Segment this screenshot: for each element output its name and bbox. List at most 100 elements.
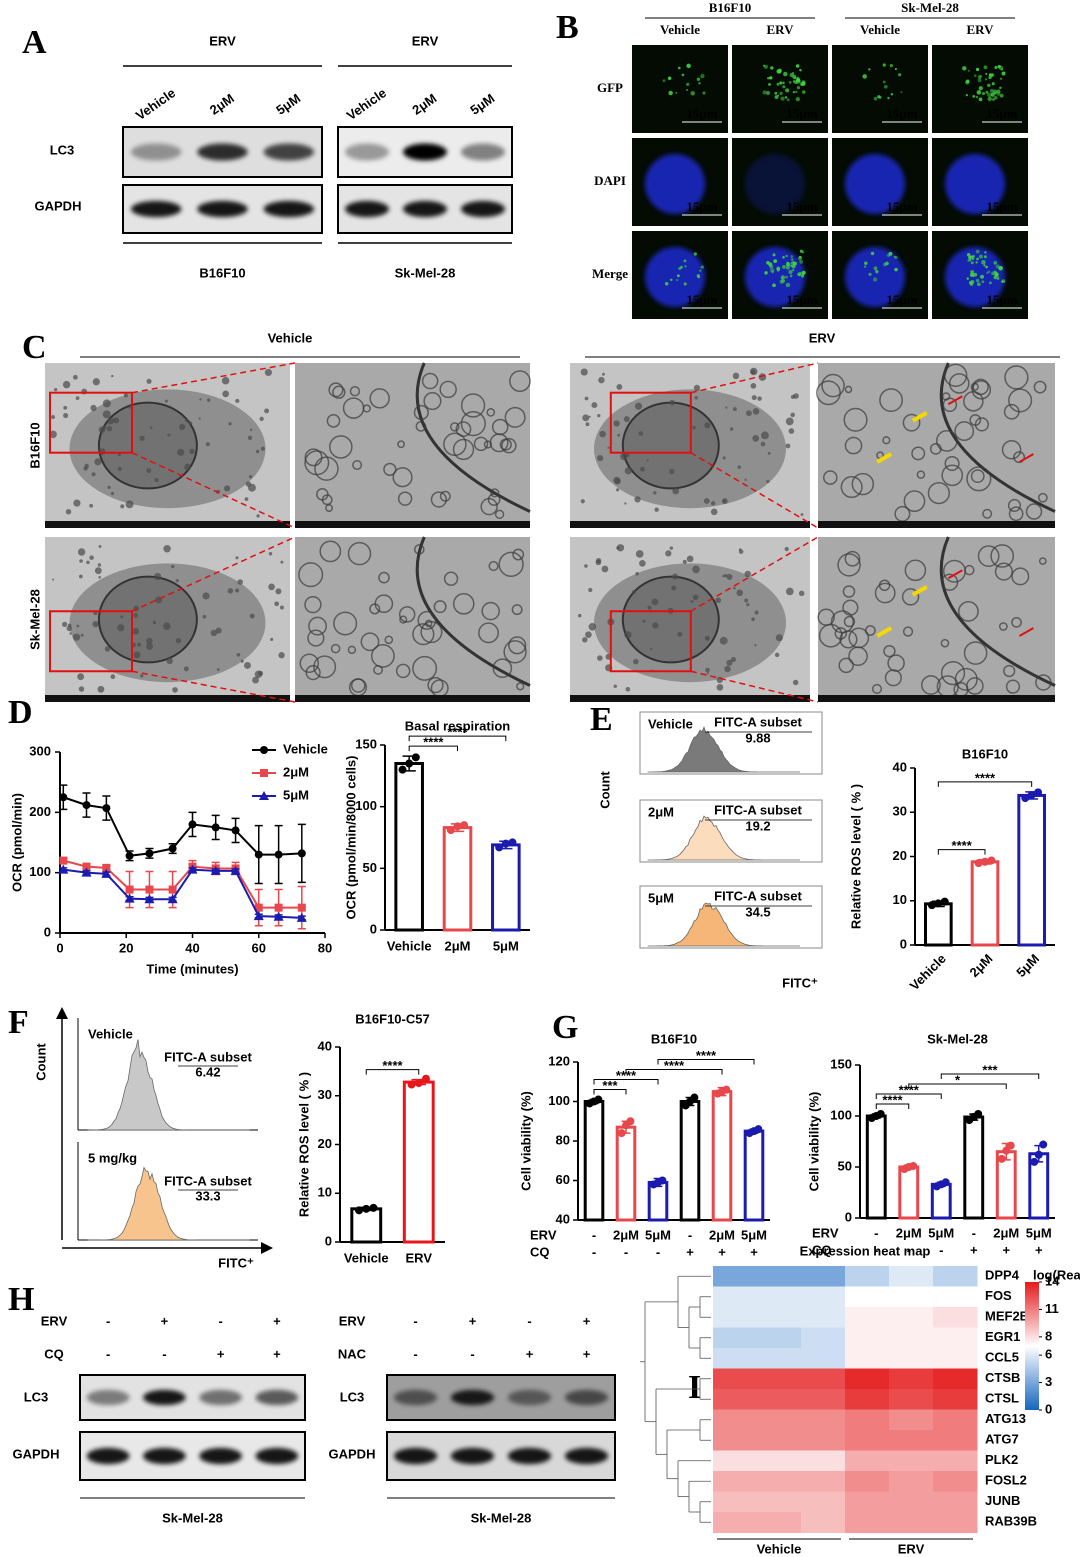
- organelle: [369, 388, 390, 409]
- gfp-puncta: [990, 73, 995, 77]
- heatmap-cell: [757, 1286, 802, 1308]
- organelle: [76, 624, 80, 628]
- heatmap-cell: [713, 1512, 758, 1533]
- band-label: GAPDH: [329, 1446, 376, 1461]
- organelle: [460, 393, 486, 418]
- organelle: [966, 677, 984, 695]
- organelle: [597, 655, 603, 661]
- histogram: [647, 902, 800, 947]
- scale-strip: [818, 695, 1055, 702]
- y-tick-label: 100: [830, 1107, 852, 1122]
- gfp-puncta: [886, 253, 891, 257]
- x-tick-label: Vehicle: [387, 938, 432, 953]
- panel-letter: A: [22, 24, 47, 61]
- band: [344, 143, 390, 161]
- gfp-puncta: [675, 279, 679, 282]
- gfp-puncta: [993, 95, 998, 100]
- zoom-line: [690, 670, 819, 703]
- organelle: [332, 385, 346, 399]
- gfp-puncta: [762, 64, 766, 67]
- organelle: [94, 567, 102, 575]
- gfp-puncta: [782, 265, 786, 269]
- significance-label: ****: [899, 1082, 920, 1097]
- data-point: [501, 839, 510, 848]
- organelle: [62, 380, 71, 389]
- organelle: [69, 632, 72, 635]
- scale-strip: [570, 695, 810, 702]
- organelle: [704, 635, 710, 641]
- bar: [402, 1080, 435, 1244]
- scale-bar-label: 15μm: [786, 199, 817, 214]
- x-tick-label: -: [592, 1227, 596, 1242]
- marker: [254, 850, 263, 859]
- gfp-puncta: [686, 88, 689, 91]
- significance-bracket: [408, 745, 458, 752]
- sign-label: +: [273, 1313, 281, 1328]
- gfp-puncta: [970, 280, 975, 284]
- legend-marker: [260, 746, 268, 754]
- organelle: [677, 631, 683, 637]
- marker: [58, 864, 69, 874]
- organelle: [512, 548, 525, 561]
- gate-value: 19.2: [745, 818, 770, 833]
- x-tick-label: +: [970, 1242, 978, 1257]
- significance-bracket: [937, 781, 1033, 787]
- organelle: [990, 544, 1015, 568]
- gate-value: 6.42: [195, 1064, 220, 1079]
- organelle: [72, 374, 78, 380]
- organelle: [750, 369, 756, 375]
- data-point: [411, 753, 420, 762]
- colorbar-tick-label: 8: [1045, 1328, 1052, 1343]
- band: [199, 1389, 242, 1406]
- organelle: [221, 376, 230, 385]
- organelle: [844, 550, 861, 567]
- heatmap-cell: [845, 1286, 890, 1308]
- heatmap-cell: [933, 1327, 978, 1349]
- y-axis-label: Count: [33, 1043, 48, 1081]
- y-tick-label: 0: [370, 921, 377, 936]
- heatmap-cell: [845, 1450, 890, 1472]
- gfp-puncta: [776, 82, 780, 86]
- gfp-puncta: [785, 88, 790, 93]
- x-axis-label: FITC⁺: [782, 975, 818, 990]
- heatmap-cell: [889, 1327, 934, 1349]
- band-label: LC3: [24, 1389, 49, 1404]
- significance-label: *: [955, 1072, 961, 1087]
- organelle: [132, 627, 140, 635]
- sample-label: 5 mg/kg: [88, 1150, 137, 1165]
- organelle: [133, 613, 139, 618]
- gfp-puncta: [885, 261, 889, 266]
- scale-bar-label: 15μm: [886, 106, 917, 121]
- organelle: [692, 425, 696, 430]
- organelle: [120, 504, 125, 509]
- significance-label: ****: [952, 838, 973, 853]
- gfp-puncta: [873, 96, 878, 101]
- organelle: [935, 430, 958, 452]
- arrow: [911, 411, 928, 423]
- organelle: [721, 498, 728, 504]
- cell-line-label: Sk-Mel-28: [901, 0, 959, 15]
- gfp-puncta: [788, 81, 792, 84]
- x-tick-label: 2μM: [444, 938, 470, 953]
- organelle: [942, 397, 958, 413]
- band: [460, 143, 506, 161]
- gfp-puncta: [791, 72, 795, 75]
- organelle: [110, 491, 115, 496]
- organelle: [884, 669, 902, 687]
- organelle: [163, 545, 171, 553]
- heatmap-cell: [933, 1368, 978, 1390]
- organelle: [671, 585, 677, 591]
- zoom-box: [49, 391, 133, 454]
- organelle: [838, 657, 854, 674]
- y-tick-label: 100: [548, 1093, 570, 1108]
- group-label: Vehicle: [757, 1541, 802, 1556]
- gfp-puncta: [774, 91, 778, 95]
- nucleus: [97, 401, 198, 490]
- gfp-puncta: [973, 74, 977, 78]
- gfp-puncta: [667, 76, 672, 81]
- organelle: [72, 633, 81, 641]
- organelle: [450, 422, 460, 432]
- bar: [583, 1100, 605, 1222]
- arrow: [876, 626, 893, 638]
- data-point: [876, 1109, 885, 1118]
